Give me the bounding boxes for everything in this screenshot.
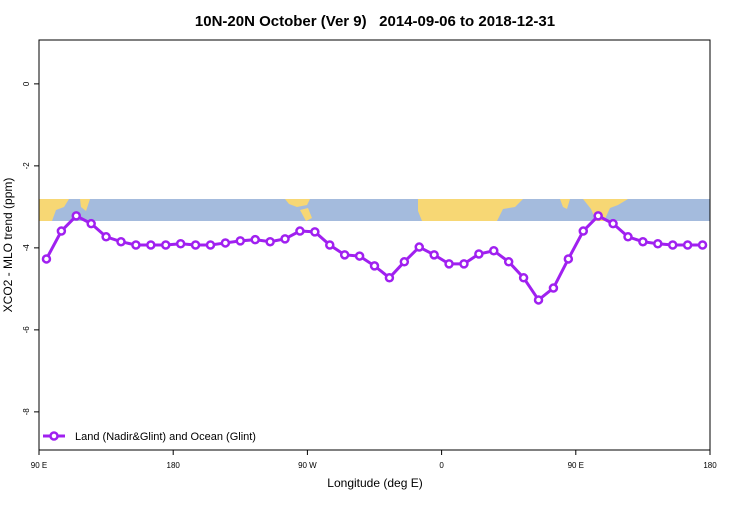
point <box>160 240 171 250</box>
point <box>265 236 275 247</box>
point <box>399 257 410 267</box>
point <box>503 257 514 267</box>
point <box>369 261 380 271</box>
map-strip <box>39 199 710 221</box>
point <box>56 226 67 236</box>
point <box>429 250 439 260</box>
point <box>250 234 260 245</box>
x-tick-label: 0 <box>439 461 444 470</box>
x-tick-label: 90 W <box>298 461 317 470</box>
point <box>220 238 231 248</box>
point <box>146 240 156 250</box>
point <box>518 273 529 283</box>
point <box>295 226 305 236</box>
x-axis-label: Longitude (deg E) <box>327 476 422 490</box>
x-tick-label: 90 E <box>31 461 47 470</box>
point <box>384 273 395 283</box>
point <box>653 239 663 249</box>
plot-frame <box>38 39 711 451</box>
point <box>623 232 633 242</box>
point <box>563 254 574 264</box>
point <box>131 240 141 250</box>
y-axis-label: XCO2 - MLO trend (ppm) <box>1 178 15 313</box>
point <box>280 234 290 244</box>
point <box>205 240 216 250</box>
point <box>667 240 678 250</box>
point <box>489 245 499 256</box>
legend-label: Land (Nadir&Glint) and Ocean (Glint) <box>75 431 256 443</box>
point <box>354 251 365 261</box>
point <box>459 259 469 269</box>
series-line <box>45 214 703 303</box>
point <box>474 249 484 259</box>
point <box>41 254 52 264</box>
point <box>339 250 350 260</box>
point <box>697 240 708 250</box>
point <box>325 240 335 250</box>
point <box>190 240 201 250</box>
x-tick-label: 180 <box>167 461 181 470</box>
point <box>578 226 589 236</box>
y-tick-label: -2 <box>22 162 31 170</box>
point <box>310 227 320 237</box>
y-tick-label: -4 <box>22 244 31 252</box>
y-tick-label: 0 <box>22 81 31 86</box>
point <box>593 211 603 221</box>
point <box>548 283 559 293</box>
point <box>235 236 246 246</box>
point <box>101 232 111 242</box>
chart-title: 10N-20N October (Ver 9) 2014-09-06 to 20… <box>195 13 555 30</box>
point <box>116 236 126 247</box>
point <box>175 239 186 249</box>
x-tick-label: 90 E <box>568 461 584 470</box>
point <box>71 211 82 221</box>
x-tick-label: 180 <box>703 461 717 470</box>
point <box>608 218 618 229</box>
point <box>533 295 544 305</box>
point <box>444 259 454 269</box>
point <box>414 242 424 252</box>
y-tick-label: -6 <box>22 326 31 334</box>
point <box>638 236 648 247</box>
y-tick-label: -8 <box>22 408 31 416</box>
legend-marker <box>49 431 59 441</box>
point <box>682 240 693 250</box>
point <box>86 218 96 229</box>
